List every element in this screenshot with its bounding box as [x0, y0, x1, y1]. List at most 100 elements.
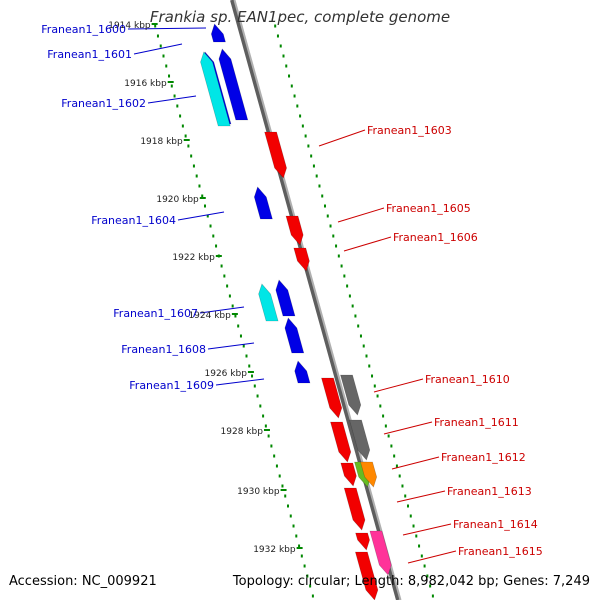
scale-dot-left [209, 224, 212, 228]
scale-dot-right [398, 474, 401, 478]
gene-arrow-franean1-1606-7 [293, 247, 310, 272]
scale-dot-left [173, 94, 176, 98]
scale-tick-label: 1932 kbp [253, 545, 296, 555]
scale-dot-right [426, 574, 429, 578]
leader-franean1-1613 [396, 490, 446, 503]
scale-dot-left [300, 554, 303, 558]
scale-dot-left [165, 64, 168, 68]
scale-dot-right [412, 524, 415, 528]
gene-label-franean1-1615: Franean1_1615 [458, 545, 543, 558]
scale-dot-right [359, 334, 362, 338]
scale-dot-right [321, 194, 324, 198]
gene-label-franean1-1600: Franean1_1600 [41, 23, 126, 36]
scale-dot-right [346, 284, 349, 288]
scale-dot-left [303, 564, 306, 568]
gene-label-franean1-1611: Franean1_1611 [434, 416, 519, 429]
leader-franean1-1603 [318, 129, 366, 147]
scale-dot-right [288, 74, 291, 78]
leader-franean1-1607 [199, 306, 245, 314]
scale-dot-right [368, 364, 371, 368]
gene-arrow-franean1-1615-17 [355, 551, 379, 600]
leader-franean1-1601 [133, 43, 183, 55]
scale-dot-right [376, 394, 379, 398]
scale-tick-mark [199, 197, 206, 199]
scale-dot-right [351, 304, 354, 308]
gene-arrow-franean1-1603-4 [264, 131, 287, 179]
scale-dot-right [431, 594, 434, 598]
scale-tick-mark [231, 313, 238, 315]
scale-tick-mark [167, 81, 174, 83]
gene-label-franean1-1604: Franean1_1604 [91, 214, 176, 227]
scale-tick-label: 1928 kbp [221, 427, 264, 437]
gene-label-franean1-1613: Franean1_1613 [447, 485, 532, 498]
scale-tick-label: 1922 kbp [172, 253, 215, 263]
scale-dot-right [312, 164, 315, 168]
scale-dot-left [237, 324, 240, 328]
scale-dot-right [371, 374, 374, 378]
leader-franean1-1611 [383, 421, 433, 435]
gene-arrow-franean1-1611-13 [330, 421, 352, 463]
scale-dot-right [379, 404, 382, 408]
scale-dot-right [329, 224, 332, 228]
scale-dot-left [239, 334, 242, 338]
scale-dot-right [301, 124, 304, 128]
scale-dot-left [298, 544, 301, 548]
backbone-line [230, 0, 400, 600]
scale-dot-left [226, 284, 229, 288]
scale-dot-right [274, 24, 277, 28]
leader-franean1-1606 [343, 236, 392, 252]
gene-label-franean1-1610: Franean1_1610 [425, 373, 510, 386]
scale-dot-left [201, 194, 204, 198]
leader-franean1-1609 [215, 378, 265, 386]
scale-labels: 1914 kbp 1916 kbp 1918 kbp 1920 kbp 1922 kbp… [108, 21, 303, 555]
scale-dot-right [362, 344, 365, 348]
scale-dot-left [187, 144, 190, 148]
scale-dot-left [190, 154, 193, 158]
scale-dot-right [315, 174, 318, 178]
gene-arrow-franean1-1610-12 [321, 377, 343, 419]
scale-dot-left [223, 274, 226, 278]
gene-arrow-franean1-1613-15 [343, 487, 366, 531]
scale-tick-label: 1924 kbp [188, 311, 231, 321]
scale-dot-right [406, 504, 409, 508]
scale-dot-left [170, 84, 173, 88]
gene-arrow-franean1-1600-0 [210, 23, 226, 43]
scale-tick-label: 1916 kbp [124, 79, 167, 89]
gene-arrow-franean1-1604-5 [253, 186, 273, 220]
gene-arrow-feature-gray-101 [349, 419, 371, 461]
scale-dots [154, 24, 434, 598]
scale-dot-left [278, 474, 281, 478]
scale-tick-label: 1918 kbp [140, 137, 183, 147]
gene-arrow-franean1-1608-10 [284, 317, 305, 354]
scale-dot-left [270, 444, 273, 448]
scale-dot-left [245, 354, 248, 358]
gene-arrow-feature-orange-103 [360, 461, 378, 488]
gene-arrow-franean1-1605-6 [285, 215, 304, 246]
scale-dot-right [337, 254, 340, 258]
scale-tick-mark [183, 139, 190, 141]
scale-dot-left [206, 214, 209, 218]
scale-dot-left [195, 174, 198, 178]
scale-dot-left [295, 534, 298, 538]
scale-dot-right [343, 274, 346, 278]
scale-dot-right [290, 84, 293, 88]
accession-text: Accession: NC_009921 [9, 574, 157, 589]
scale-dot-right [326, 214, 329, 218]
scale-dot-right [429, 584, 432, 588]
scale-tick-mark [151, 23, 158, 25]
gene-arrow-franean1-1607b-9 [275, 279, 296, 317]
scale-tick-label: 1930 kbp [237, 487, 280, 497]
leader-franean1-1604 [177, 211, 225, 221]
scale-dot-right [420, 554, 423, 558]
gene-label-franean1-1614: Franean1_1614 [453, 518, 538, 531]
scale-dot-right [401, 484, 404, 488]
scale-dot-left [309, 584, 312, 588]
scale-dot-left [275, 464, 278, 468]
gene-arrow-franean1-1601-1 [218, 48, 249, 121]
scale-dot-right [340, 264, 343, 268]
leader-franean1-1608 [207, 342, 255, 350]
scale-dot-right [390, 444, 393, 448]
scale-dot-left [234, 314, 237, 318]
